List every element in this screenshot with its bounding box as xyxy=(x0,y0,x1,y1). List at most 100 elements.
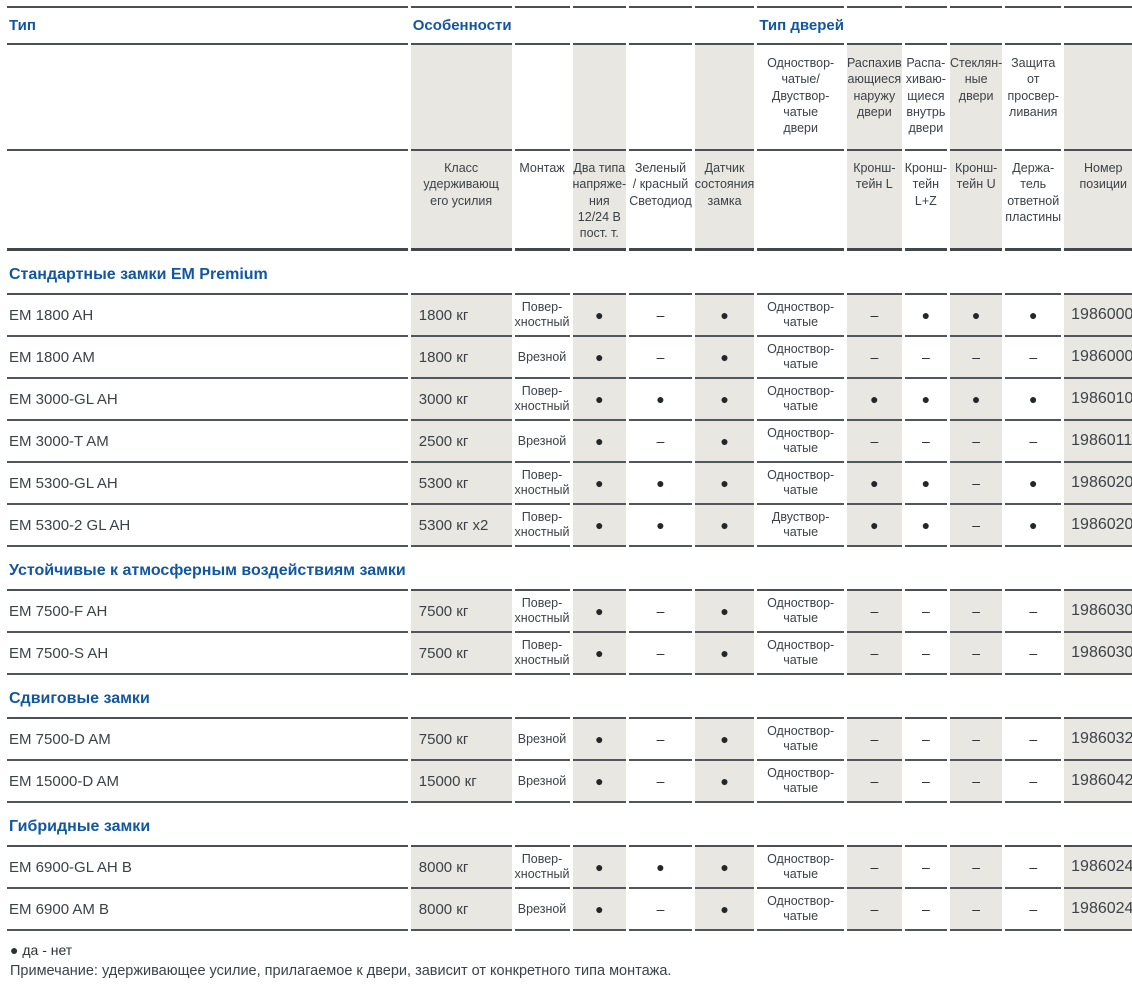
sensor-cell: ● xyxy=(694,889,755,931)
led-cell: ● xyxy=(629,379,692,421)
section-title-spacer xyxy=(757,803,844,847)
header-empty xyxy=(7,45,408,151)
mount-cell: Врезной xyxy=(514,889,570,931)
bracket-u-cell: – xyxy=(949,633,1003,675)
bracket-l-cell: – xyxy=(846,889,902,931)
sensor-cell: ● xyxy=(694,761,755,803)
door-cell: Одноствор- чатые xyxy=(757,337,844,379)
led-cell: – xyxy=(629,761,692,803)
section-title-spacer xyxy=(694,547,755,591)
door-cell: Одноствор- чатые xyxy=(757,591,844,633)
force-cell: 7500 кг xyxy=(410,633,512,675)
section-title-spacer xyxy=(757,251,844,295)
door-cell: Одноствор- чатые xyxy=(757,633,844,675)
section-title-row: Стандартные замки EM Premium xyxy=(7,251,1132,295)
bracket-lz-cell: ● xyxy=(904,379,947,421)
section-title-spacer xyxy=(949,803,1003,847)
force-cell: 1800 кг xyxy=(410,337,512,379)
sub-header-mounting: Монтаж xyxy=(514,151,570,251)
section-title-spacer xyxy=(1064,251,1132,295)
bracket-l-cell: – xyxy=(846,421,902,463)
header-empty xyxy=(757,151,844,251)
section-title-spacer xyxy=(572,251,627,295)
sub-header-bracket-lz: Кронш- тейн L+Z xyxy=(904,151,947,251)
locks-spec-table: Тип Особенности Тип дверей Одноствор- ча… xyxy=(4,6,1132,931)
voltage-cell: ● xyxy=(572,379,627,421)
sensor-cell: ● xyxy=(694,505,755,547)
sensor-cell: ● xyxy=(694,463,755,505)
section-title: Стандартные замки EM Premium xyxy=(7,251,408,295)
section-title: Устойчивые к атмосферным воздействиям за… xyxy=(7,547,408,591)
header-empty xyxy=(514,45,570,151)
holder-cell: – xyxy=(1005,889,1062,931)
led-cell: ● xyxy=(629,505,692,547)
mount-cell: Повер- хностный xyxy=(514,463,570,505)
door-cell: Одноствор- чатые xyxy=(757,421,844,463)
section-title-spacer xyxy=(846,547,902,591)
header-empty xyxy=(629,6,692,45)
force-cell: 8000 кг xyxy=(410,847,512,889)
header-features: Особенности xyxy=(410,6,512,45)
header-empty xyxy=(629,45,692,151)
bracket-lz-cell: – xyxy=(904,761,947,803)
voltage-cell: ● xyxy=(572,761,627,803)
bracket-l-cell: – xyxy=(846,847,902,889)
door-cell: Одноствор- чатые xyxy=(757,379,844,421)
led-cell: ● xyxy=(629,463,692,505)
table-row: EM 6900-GL AH B 8000 кг Повер- хностный … xyxy=(7,847,1132,889)
position-cell: 19860001 xyxy=(1064,337,1132,379)
section-title-spacer xyxy=(757,675,844,719)
mount-cell: Повер- хностный xyxy=(514,633,570,675)
table-row: EM 3000-GL AH 3000 кг Повер- хностный ● … xyxy=(7,379,1132,421)
bracket-lz-cell: ● xyxy=(904,463,947,505)
section-title-spacer xyxy=(629,675,692,719)
force-cell: 2500 кг xyxy=(410,421,512,463)
door-cell: Одноствор- чатые xyxy=(757,761,844,803)
holder-cell: ● xyxy=(1005,505,1062,547)
section-title-spacer xyxy=(514,675,570,719)
header-door-types: Тип дверей xyxy=(757,6,844,45)
holder-cell: ● xyxy=(1005,463,1062,505)
led-cell: ● xyxy=(629,847,692,889)
header-empty xyxy=(949,6,1003,45)
note: Примечание: удерживающее усилие, прилага… xyxy=(10,963,672,979)
section-title-spacer xyxy=(514,803,570,847)
mount-cell: Повер- хностный xyxy=(514,847,570,889)
bracket-l-cell: – xyxy=(846,591,902,633)
position-cell: 19860203 xyxy=(1064,505,1132,547)
bracket-l-cell: – xyxy=(846,719,902,761)
bracket-lz-cell: – xyxy=(904,337,947,379)
table-row: EM 3000-T AM 2500 кг Врезной ● – ● Однос… xyxy=(7,421,1132,463)
section-title-spacer xyxy=(1005,547,1062,591)
sub-header-led: Зеленый / красный Светодиод xyxy=(629,151,692,251)
door-header-drill-protection: Защита от просвер- ливания xyxy=(1005,45,1062,151)
door-cell: Одноствор- чатые xyxy=(757,463,844,505)
sub-header-strike-holder: Держа- тель ответной пластины xyxy=(1005,151,1062,251)
force-cell: 15000 кг xyxy=(410,761,512,803)
voltage-cell: ● xyxy=(572,719,627,761)
door-header-inward: Распа- хиваю- щиеся внутрь двери xyxy=(904,45,947,151)
sensor-cell: ● xyxy=(694,295,755,337)
sub-header-lock-sensor: Датчик состояния замка xyxy=(694,151,755,251)
position-cell: 19860206 xyxy=(1064,463,1132,505)
bracket-u-cell: – xyxy=(949,463,1003,505)
sub-header-bracket-l: Кронш- тейн L xyxy=(846,151,902,251)
section-title-spacer xyxy=(846,803,902,847)
bracket-l-cell: ● xyxy=(846,379,902,421)
section-title-spacer xyxy=(572,803,627,847)
section-title-spacer xyxy=(846,675,902,719)
bracket-lz-cell: ● xyxy=(904,505,947,547)
voltage-cell: ● xyxy=(572,421,627,463)
door-cell: Одноствор- чатые xyxy=(757,847,844,889)
mount-cell: Врезной xyxy=(514,337,570,379)
table-row: EM 1800 AH 1800 кг Повер- хностный ● – ●… xyxy=(7,295,1132,337)
voltage-cell: ● xyxy=(572,633,627,675)
holder-cell: ● xyxy=(1005,295,1062,337)
section-title-spacer xyxy=(1005,803,1062,847)
bracket-lz-cell: – xyxy=(904,421,947,463)
header-row-features: Класс удерживающ его усилия Монтаж Два т… xyxy=(7,151,1132,251)
model-cell: EM 6900 AM B xyxy=(7,889,408,931)
header-type: Тип xyxy=(7,6,408,45)
table-row: EM 7500-D AM 7500 кг Врезной ● – ● Однос… xyxy=(7,719,1132,761)
force-cell: 5300 кг xyxy=(410,463,512,505)
